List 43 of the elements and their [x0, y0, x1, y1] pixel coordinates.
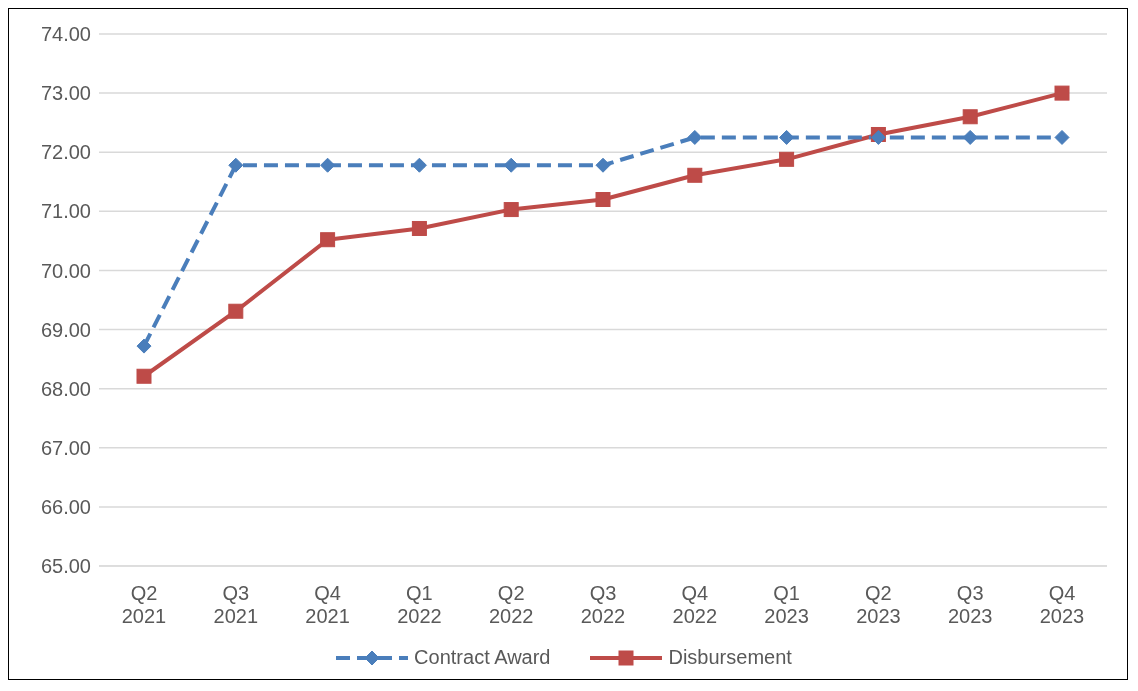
y-tick-label: 70.00 [40, 259, 91, 282]
point [228, 157, 244, 173]
x-tick-label: Q2 2021 [121, 582, 167, 627]
legend-label: Contract Award [414, 646, 551, 669]
point [503, 157, 519, 173]
point [228, 303, 244, 319]
x-tick-label: Q3 2022 [580, 582, 626, 627]
x-tick-label: Q2 2023 [856, 582, 901, 627]
point [962, 109, 978, 125]
x-tick-label: Q4 2023 [1039, 582, 1085, 627]
point [411, 220, 427, 236]
x-tick-label: Q1 2023 [764, 582, 809, 627]
x-tick-label: Q3 2023 [947, 582, 993, 627]
point [595, 192, 611, 208]
point [320, 232, 336, 248]
point [136, 338, 152, 354]
point [962, 129, 978, 145]
y-tick-label: 72.00 [40, 141, 91, 164]
point [136, 368, 152, 384]
y-tick-label: 66.00 [40, 495, 91, 518]
y-tick-label: 68.00 [40, 377, 91, 400]
y-tick-label: 73.00 [40, 82, 91, 105]
point [411, 157, 427, 173]
point [320, 157, 336, 173]
point [687, 129, 703, 145]
y-tick-label: 65.00 [40, 555, 91, 578]
x-tick-label: Q1 2022 [397, 582, 442, 627]
point [779, 129, 795, 145]
y-tick-label: 69.00 [40, 318, 91, 341]
point [595, 157, 611, 173]
y-tick-label: 74.00 [40, 23, 91, 46]
x-tick-label: Q4 2022 [672, 582, 718, 627]
legend-label: Disbursement [668, 646, 792, 669]
y-tick-label: 71.00 [40, 200, 91, 223]
point [1054, 129, 1070, 145]
point [779, 151, 795, 167]
y-tick-label: 67.00 [40, 436, 91, 459]
point [1054, 85, 1070, 101]
x-tick-label: Q4 2021 [305, 582, 350, 627]
x-tick-label: Q2 2022 [488, 582, 534, 627]
point [503, 202, 519, 218]
x-tick-label: Q3 2021 [213, 582, 259, 627]
point [687, 167, 703, 183]
